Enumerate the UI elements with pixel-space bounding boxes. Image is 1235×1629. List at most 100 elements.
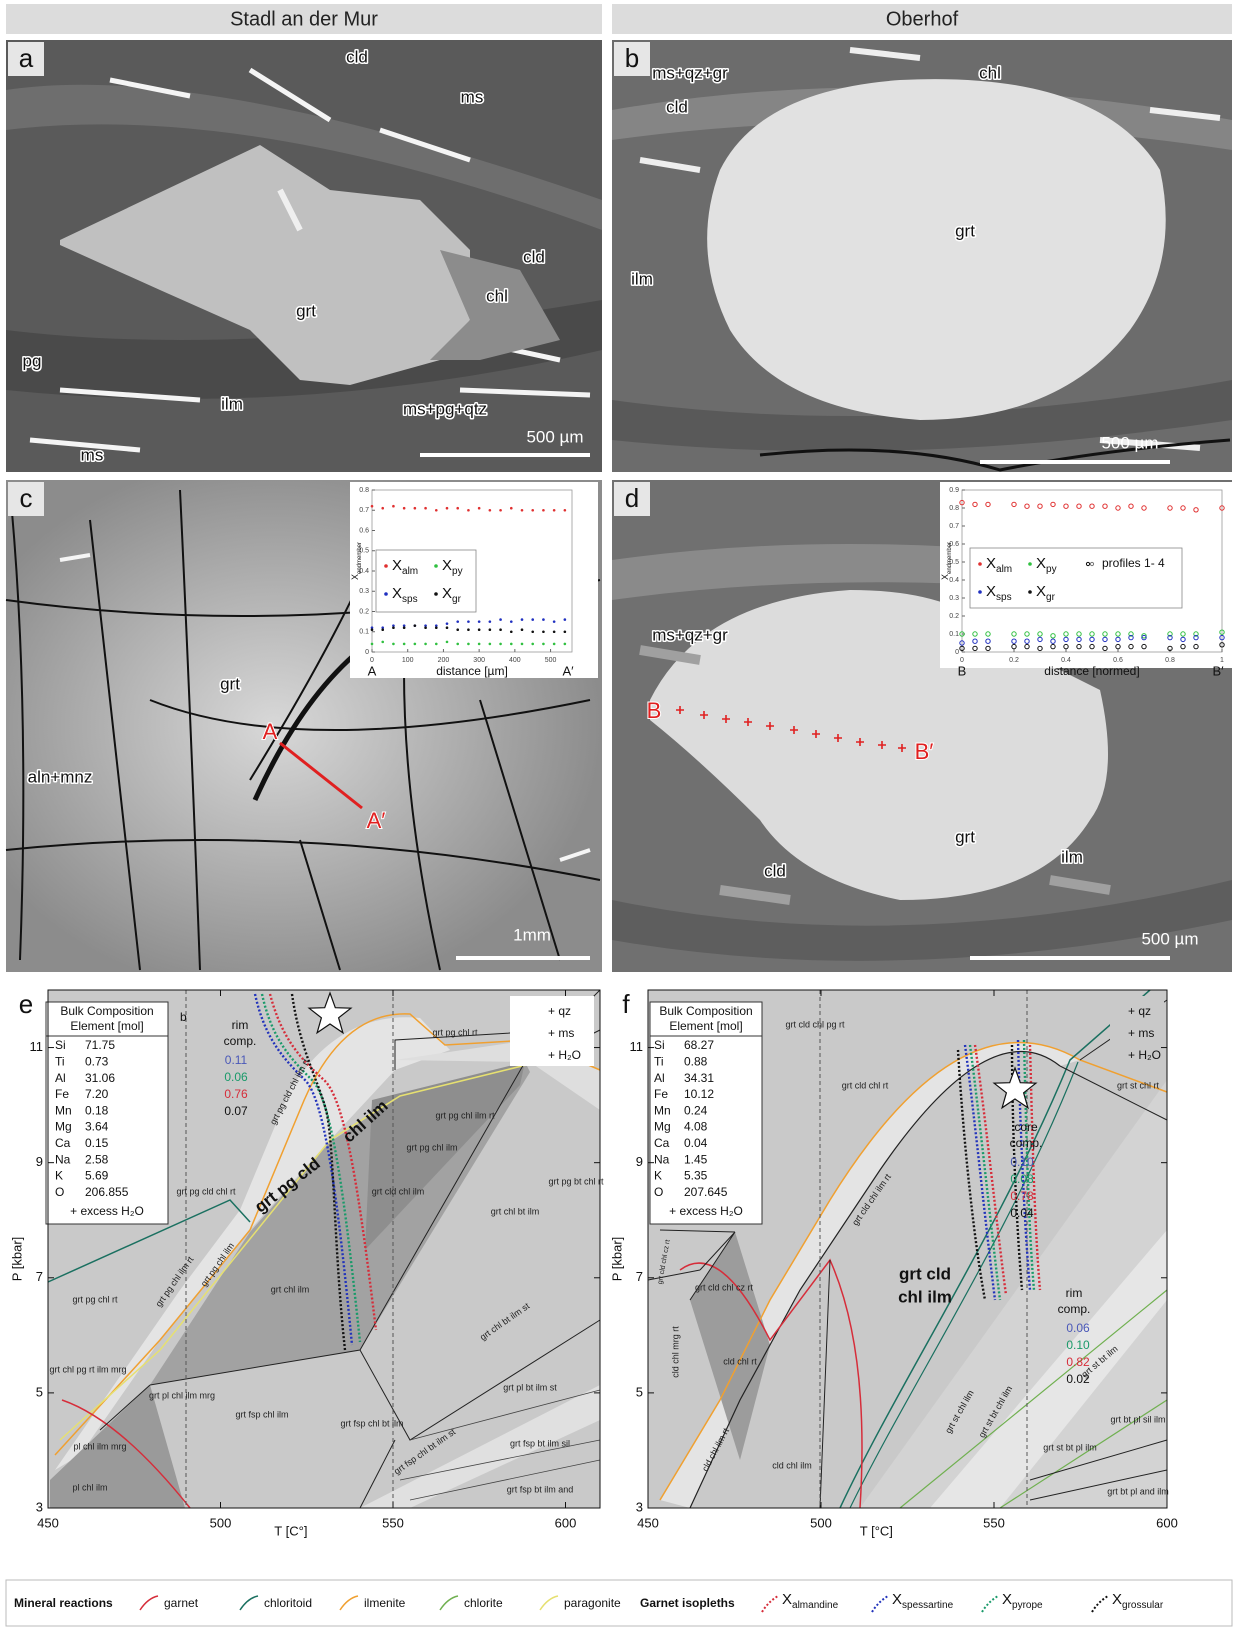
subscript: alm xyxy=(996,564,1012,575)
table-cell: Si xyxy=(55,1038,66,1052)
table-cell: Ca xyxy=(654,1136,670,1150)
y-tick-label: 0.7 xyxy=(359,507,369,514)
data-point xyxy=(564,509,567,512)
table-cell: K xyxy=(55,1169,63,1183)
table-cell: O xyxy=(654,1185,663,1199)
isopleth-value: 0.06 xyxy=(1066,1321,1090,1335)
table-cell: Si xyxy=(654,1038,665,1052)
mineral-label: grt xyxy=(955,827,975,846)
y-tick-label: 5 xyxy=(636,1384,643,1399)
data-point xyxy=(510,630,513,633)
field-label: grt chl pg rt ilm mrg xyxy=(49,1364,126,1374)
table-cell: Ti xyxy=(654,1054,664,1068)
table-cell: Na xyxy=(654,1152,670,1166)
legend-label: chlorite xyxy=(464,1596,503,1610)
profile-end: A′ xyxy=(562,663,574,678)
panel-letter: d xyxy=(625,483,639,513)
subscript: pyrope xyxy=(1012,1600,1043,1611)
x-tick-label: 400 xyxy=(509,657,521,664)
data-point xyxy=(435,643,438,646)
mineral-label: ms+pg+qtz xyxy=(403,399,487,418)
data-point xyxy=(456,620,459,623)
isopleth-label: comp. xyxy=(1058,1302,1091,1316)
data-point xyxy=(371,505,374,508)
data-point xyxy=(478,620,481,623)
data-point xyxy=(381,507,384,510)
field-label-bold: grt cld xyxy=(899,1264,951,1283)
table-cell: Fe xyxy=(654,1087,668,1101)
x-tick-label: 200 xyxy=(438,657,450,664)
data-point xyxy=(553,509,556,512)
symbol: X xyxy=(392,585,402,602)
legend-swatch xyxy=(1028,562,1032,566)
phase-note: + ms xyxy=(1128,1026,1154,1040)
data-point xyxy=(510,507,513,510)
data-point xyxy=(510,643,513,646)
data-point xyxy=(564,630,567,633)
mineral-label: ms xyxy=(461,87,484,106)
field-label: pl chl ilm xyxy=(72,1482,107,1492)
data-point xyxy=(542,643,545,646)
field-label: grt fsp chl ilm xyxy=(235,1409,288,1419)
subscript: endmember xyxy=(947,542,953,574)
x-tick-label: 0.6 xyxy=(1113,657,1123,664)
legend-label: profiles 1- 4 xyxy=(1102,556,1165,570)
subscript: alm xyxy=(402,566,418,577)
symbol: X xyxy=(986,583,996,600)
y-tick-label: 3 xyxy=(636,1499,643,1514)
data-point xyxy=(456,628,459,631)
symbol: X xyxy=(892,1591,902,1608)
table-cell: 0.18 xyxy=(85,1103,109,1117)
panel-letter: c xyxy=(20,483,33,513)
mineral-label: ilm xyxy=(1061,847,1083,866)
isopleth-label: rim xyxy=(232,1018,249,1032)
data-point xyxy=(371,643,374,646)
subscript: sps xyxy=(402,594,418,605)
data-point xyxy=(564,618,567,621)
legend-label: chloritoid xyxy=(264,1596,312,1610)
data-point xyxy=(403,507,406,510)
data-point xyxy=(467,628,470,631)
table-cell: 207.645 xyxy=(684,1185,728,1199)
mineral-label: cld xyxy=(523,247,545,266)
y-tick-label: 0.3 xyxy=(359,588,369,595)
field-label: grt cld chl pg rt xyxy=(785,1019,845,1029)
mineral-label: ilm xyxy=(631,269,653,288)
data-point xyxy=(392,643,395,646)
x-tick-label: 600 xyxy=(555,1515,577,1530)
mineral-label: cld xyxy=(764,861,786,880)
data-point xyxy=(531,643,534,646)
data-point xyxy=(424,507,427,510)
table-cell: 5.35 xyxy=(684,1169,708,1183)
data-point xyxy=(499,618,502,621)
x-tick-label: 500 xyxy=(210,1515,232,1530)
symbol: X xyxy=(1112,1591,1122,1608)
data-point xyxy=(542,509,545,512)
legend-label: ilmenite xyxy=(364,1596,406,1610)
profile-start: B xyxy=(958,663,967,678)
field-label-bold: chl ilm xyxy=(898,1287,952,1306)
data-point xyxy=(531,618,534,621)
table-cell: 10.12 xyxy=(684,1087,714,1101)
table-cell: Mn xyxy=(55,1103,72,1117)
subscript: endmember xyxy=(357,542,363,574)
y-axis-label: P [kbar] xyxy=(9,1237,24,1282)
data-point xyxy=(456,507,459,510)
panel-letter: a xyxy=(19,43,34,73)
table-cell: 0.73 xyxy=(85,1054,109,1068)
figure: Stadl an der Mur Oberhof a cld ms cld ch… xyxy=(0,0,1235,1629)
table-cell: Ca xyxy=(55,1136,71,1150)
mineral-label: chl xyxy=(979,63,1001,82)
isopleth-label: core xyxy=(1014,1120,1038,1134)
data-point xyxy=(435,509,438,512)
x-tick-label: 0.4 xyxy=(1061,657,1071,664)
x-tick-label: 450 xyxy=(37,1515,59,1530)
data-point xyxy=(403,626,406,629)
table-cell: 68.27 xyxy=(684,1038,714,1052)
data-point xyxy=(446,507,449,510)
isopleth-value: 0.04 xyxy=(1010,1206,1034,1220)
field-label: grt bt pl sil ilm xyxy=(1110,1414,1165,1424)
data-point xyxy=(478,507,481,510)
table-cell: 0.04 xyxy=(684,1136,708,1150)
isopleth-value: 0.08 xyxy=(1010,1172,1034,1186)
